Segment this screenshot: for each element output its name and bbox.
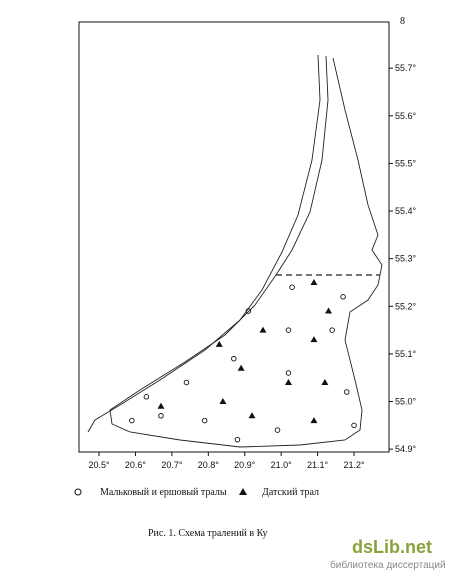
y-tick-label: 55.5° — [395, 158, 417, 168]
station-triangle — [310, 336, 318, 343]
station-circle — [343, 389, 350, 395]
map-frame — [78, 21, 390, 453]
watermark-subtitle: библиотека диссертаций — [330, 559, 446, 571]
station-triangle — [321, 378, 329, 385]
station-circle — [143, 394, 150, 400]
legend-triangle — [239, 488, 247, 495]
station-circle — [234, 436, 241, 443]
station-circle — [340, 294, 346, 300]
station-circle — [245, 308, 252, 314]
y-tick-label: 55.4° — [395, 206, 417, 216]
y-tick-label: 55.3° — [395, 254, 417, 264]
station-triangle — [259, 326, 267, 333]
station-circle — [201, 417, 208, 424]
station-circle — [158, 413, 164, 419]
y-tick-label: 55.7° — [395, 63, 417, 73]
watermark-logo: dsLib.net — [352, 537, 432, 557]
x-tick-label: 21.1° — [307, 460, 329, 470]
station-circle — [289, 284, 295, 290]
coastline — [87, 54, 383, 448]
station-triangle — [157, 402, 165, 409]
x-tick-label: 21.2° — [343, 460, 365, 470]
station-triangle — [284, 378, 292, 385]
station-circle — [285, 370, 292, 376]
legend-label: Датский трал — [262, 487, 319, 498]
x-tick-label: 21.0° — [271, 460, 293, 470]
station-triangle — [310, 417, 318, 424]
station-circle — [351, 422, 357, 429]
x-tick-label: 20.9° — [234, 460, 256, 470]
y-tick-label: 54.9° — [395, 444, 417, 454]
station-triangle — [237, 364, 245, 371]
station-triangle — [248, 412, 256, 419]
station-circle — [183, 379, 190, 386]
y-tick-label: 55.1° — [395, 349, 417, 359]
station-circle — [285, 327, 292, 333]
x-tick-label: 20.6° — [125, 460, 147, 470]
station-triangle — [325, 307, 333, 314]
caption: Рис. 1. Схема тралений в Ку — [148, 528, 268, 539]
x-tick-label: 20.5° — [88, 460, 110, 470]
x-tick-label: 20.7° — [161, 460, 183, 470]
station-circle — [274, 427, 281, 433]
station-triangle — [310, 278, 318, 285]
legend-circle — [74, 488, 82, 496]
y-tick-label: 55.2° — [395, 301, 417, 311]
station-triangle — [215, 340, 223, 347]
station-circle — [329, 327, 335, 333]
y-tick-label: 55.6° — [395, 111, 417, 121]
y-tick-label: 55.0° — [395, 397, 417, 407]
x-tick-label: 20.8° — [198, 460, 220, 470]
page-number: 8 — [400, 16, 405, 27]
legend-label: Мальковый и ершовый тралы — [100, 487, 227, 498]
station-circle — [129, 417, 135, 424]
station-triangle — [219, 398, 227, 405]
station-circle — [231, 355, 237, 362]
